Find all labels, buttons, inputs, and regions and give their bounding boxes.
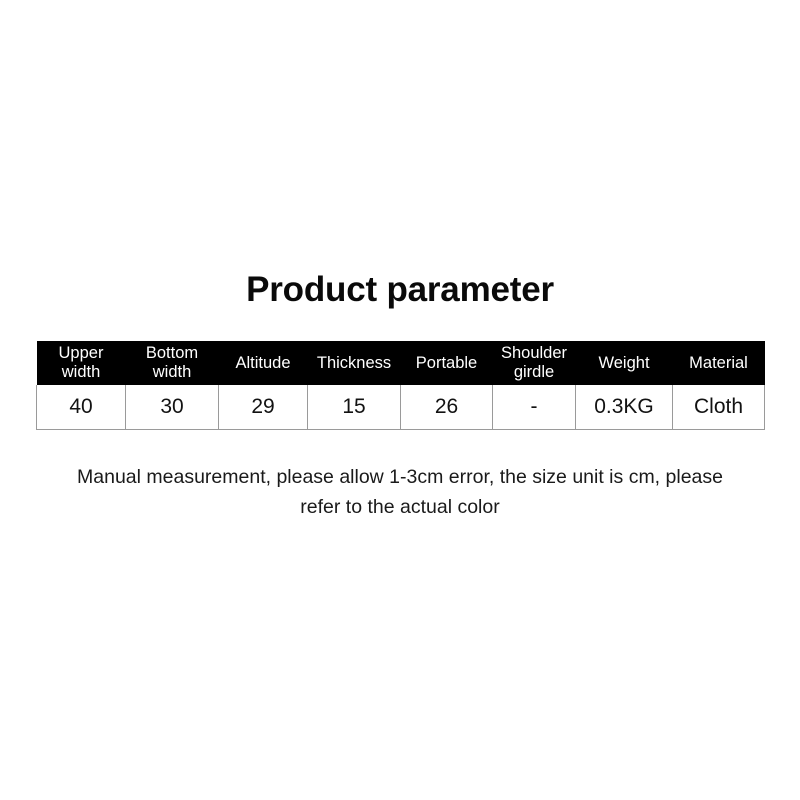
- table-row: 40 30 29 15 26 - 0.3KG Cloth: [36, 385, 765, 430]
- cell-upper-width: 40: [36, 385, 126, 430]
- column-header-line1: Shoulder: [500, 344, 568, 362]
- column-header-material: Material: [672, 341, 765, 385]
- column-header-thickness: Thickness: [307, 341, 401, 385]
- column-header-line1: Weight: [598, 353, 650, 372]
- column-header-line1: Upper: [58, 344, 104, 362]
- measurement-note-line2: cm, please refer to the actual color: [300, 466, 723, 518]
- column-header-line1: Portable: [415, 353, 478, 372]
- column-header-line2: girdle: [513, 363, 555, 381]
- column-header-weight: Weight: [575, 341, 673, 385]
- cell-portable: 26: [400, 385, 493, 430]
- cell-weight: 0.3KG: [575, 385, 673, 430]
- column-header-line1: Material: [689, 353, 748, 372]
- measurement-note: Manual measurement, please allow 1-3cm e…: [70, 462, 730, 522]
- column-header-upper-width: Upper width: [36, 341, 126, 385]
- column-header-line1: Bottom: [145, 344, 199, 362]
- product-parameter-table: Upper width Bottom width Altitude Thickn…: [36, 341, 765, 430]
- column-header-shoulder-girdle: Shoulder girdle: [492, 341, 576, 385]
- column-header-line2: width: [152, 363, 192, 381]
- cell-thickness: 15: [307, 385, 401, 430]
- page-title: Product parameter: [246, 270, 554, 309]
- column-header-line2: width: [61, 363, 101, 381]
- table-header-row: Upper width Bottom width Altitude Thickn…: [36, 341, 765, 385]
- column-header-portable: Portable: [400, 341, 493, 385]
- table-body: 40 30 29 15 26 - 0.3KG Cloth: [36, 385, 765, 430]
- measurement-note-line1: Manual measurement, please allow 1-3cm e…: [77, 466, 624, 488]
- cell-bottom-width: 30: [125, 385, 219, 430]
- cell-shoulder-girdle: -: [492, 385, 576, 430]
- cell-material: Cloth: [672, 385, 765, 430]
- column-header-line1: Thickness: [316, 353, 392, 372]
- table-header: Upper width Bottom width Altitude Thickn…: [36, 341, 765, 385]
- column-header-bottom-width: Bottom width: [125, 341, 219, 385]
- cell-altitude: 29: [218, 385, 308, 430]
- column-header-line1: Altitude: [235, 353, 291, 372]
- column-header-altitude: Altitude: [218, 341, 308, 385]
